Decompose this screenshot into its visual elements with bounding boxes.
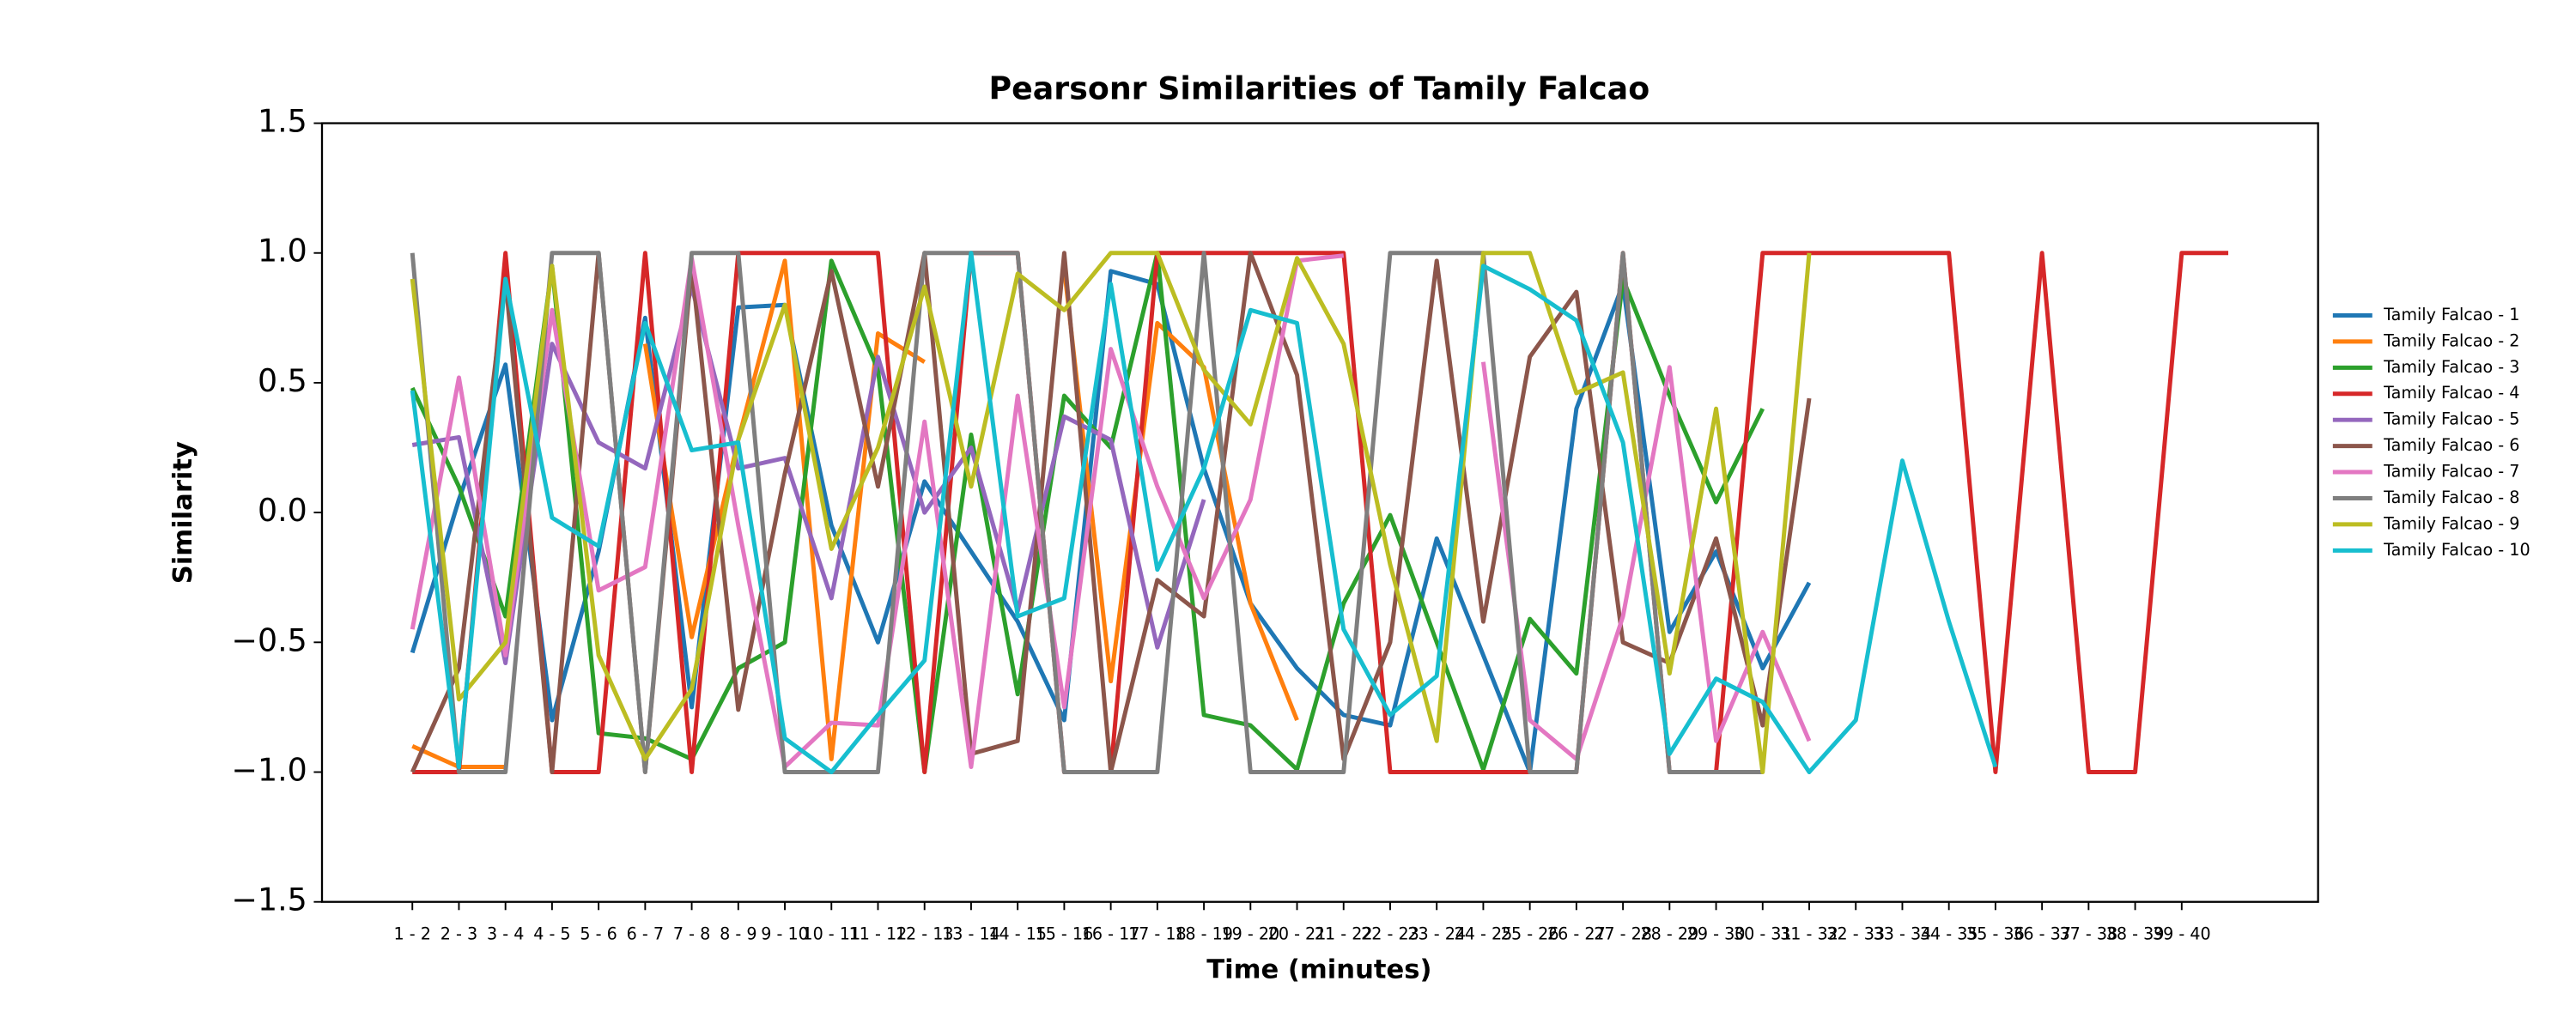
x-tick-label: 13 - 14: [942, 924, 1000, 943]
series-line: [412, 251, 2229, 775]
x-tick-label: 21 - 22: [1315, 924, 1373, 943]
x-tick-label: 8 - 9: [720, 924, 756, 943]
y-tick-label: −0.5: [232, 621, 307, 658]
x-tick-label: 32 - 33: [1826, 924, 1885, 943]
legend-label: Tamily Falcao - 3: [2383, 357, 2519, 377]
x-tick-label: 27 - 28: [1594, 924, 1652, 943]
x-tick-label: 12 - 13: [896, 924, 954, 943]
x-tick-label: 37 - 38: [2060, 924, 2118, 943]
legend-label: Tamily Falcao - 6: [2383, 435, 2519, 455]
legend-label: Tamily Falcao - 8: [2383, 488, 2519, 507]
x-tick-label: 18 - 19: [1175, 924, 1233, 943]
plot-frame: [320, 122, 2319, 903]
x-tick-label: 14 - 15: [988, 924, 1047, 943]
legend-label: Tamily Falcao - 4: [2383, 383, 2519, 403]
x-tick-label: 35 - 36: [1966, 924, 2025, 943]
legend-label: Tamily Falcao - 7: [2383, 462, 2519, 482]
x-tick-label: 9 - 10: [761, 924, 809, 943]
series-line: [410, 269, 1812, 775]
y-tick-label: −1.0: [232, 752, 307, 789]
legend-label: Tamily Falcao - 2: [2383, 330, 2519, 350]
x-tick-label: 11 - 12: [849, 924, 908, 943]
x-tick-label: 30 - 31: [1734, 924, 1792, 943]
x-tick-label: 23 - 24: [1407, 924, 1466, 943]
x-tick-label: 17 - 18: [1128, 924, 1187, 943]
x-tick-label: 25 - 26: [1501, 924, 1559, 943]
x-tick-label: 1 - 2: [394, 924, 431, 943]
y-tick-label: −1.5: [232, 882, 307, 918]
x-tick-label: 26 - 27: [1547, 924, 1606, 943]
x-tick-label: 3 - 4: [487, 924, 524, 943]
x-tick-label: 38 - 39: [2106, 924, 2165, 943]
x-tick-label: 29 - 30: [1687, 924, 1746, 943]
x-tick-label: 31 - 32: [1780, 924, 1838, 943]
chart-title: Pearsonr Similarities of Tamily Falcao: [989, 70, 1650, 106]
x-tick-label: 22 - 23: [1361, 924, 1419, 943]
y-axis-label: Similarity: [168, 441, 198, 584]
x-tick-label: 39 - 40: [2153, 924, 2211, 943]
legend-label: Tamily Falcao - 9: [2383, 513, 2519, 533]
x-tick-label: 34 - 35: [1920, 924, 1978, 943]
x-tick-label: 24 - 25: [1455, 924, 1513, 943]
legend-label: Tamily Falcao - 1: [2383, 305, 2519, 324]
series-line: [411, 284, 1206, 666]
series-line: [410, 251, 1998, 775]
y-tick-label: 0.0: [258, 492, 307, 529]
x-tick-label: 6 - 7: [627, 924, 664, 943]
x-tick-label: 4 - 5: [533, 924, 570, 943]
x-tick-label: 7 - 8: [673, 924, 710, 943]
x-tick-label: 36 - 37: [2013, 924, 2071, 943]
x-tick-label: 19 - 20: [1221, 924, 1279, 943]
x-axis-label: Time (minutes): [1206, 955, 1431, 985]
y-tick-label: 1.5: [258, 103, 307, 140]
x-tick-label: 15 - 16: [1036, 924, 1094, 943]
x-tick-label: 33 - 34: [1874, 924, 1932, 943]
x-tick-label: 2 - 3: [440, 924, 477, 943]
x-tick-label: 20 - 21: [1268, 924, 1327, 943]
x-tick-label: 10 - 11: [802, 924, 860, 943]
y-tick-label: 0.5: [258, 362, 307, 399]
legend-label: Tamily Falcao - 10: [2383, 540, 2530, 560]
x-tick-label: 5 - 6: [580, 924, 617, 943]
x-tick-label: 16 - 17: [1082, 924, 1140, 943]
series-line: [410, 251, 1812, 775]
y-tick-label: 1.0: [258, 233, 307, 270]
series-line: [410, 251, 1763, 775]
legend-label: Tamily Falcao - 5: [2383, 409, 2519, 429]
x-tick-label: 28 - 29: [1640, 924, 1698, 943]
